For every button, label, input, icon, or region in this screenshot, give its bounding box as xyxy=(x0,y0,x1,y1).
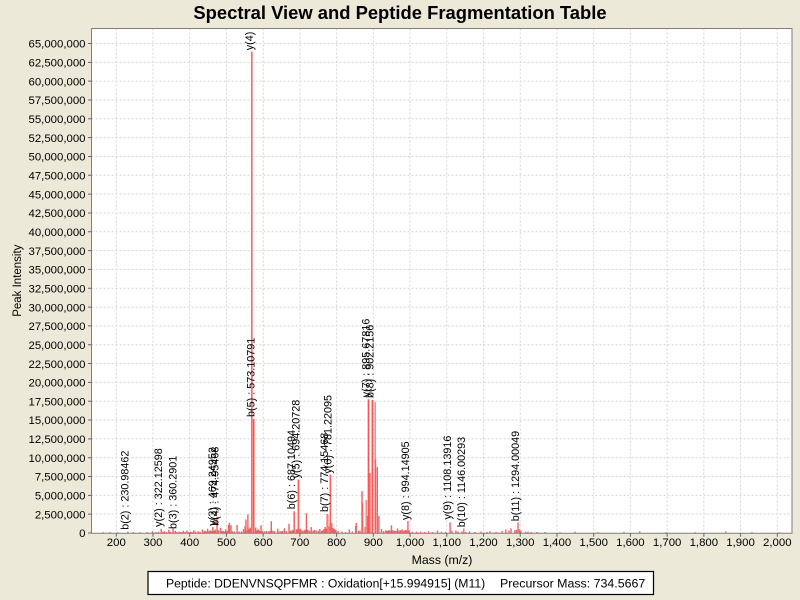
svg-text:Spectral View and Peptide Frag: Spectral View and Peptide Fragmentation … xyxy=(193,2,606,23)
svg-text:10,000,000: 10,000,000 xyxy=(28,453,85,465)
svg-text:25,000,000: 25,000,000 xyxy=(28,340,85,352)
svg-text:27,500,000: 27,500,000 xyxy=(28,321,85,333)
svg-text:b(10) : 1146.00293: b(10) : 1146.00293 xyxy=(456,437,468,527)
svg-text:1,700: 1,700 xyxy=(653,537,682,549)
svg-text:32,500,000: 32,500,000 xyxy=(28,283,85,295)
svg-text:35,000,000: 35,000,000 xyxy=(28,265,85,277)
svg-text:y(8) : 994.14905: y(8) : 994.14905 xyxy=(400,441,412,520)
svg-text:y(6) : 781.22095: y(6) : 781.22095 xyxy=(322,395,334,474)
svg-text:1,100: 1,100 xyxy=(433,537,462,549)
svg-text:700: 700 xyxy=(290,537,309,549)
svg-text:y(7) : 895.67816: y(7) : 895.67816 xyxy=(361,319,373,398)
svg-text:b(3) : 360.2901: b(3) : 360.2901 xyxy=(167,456,179,529)
svg-text:7,500,000: 7,500,000 xyxy=(35,472,86,484)
svg-text:30,000,000: 30,000,000 xyxy=(28,302,85,314)
svg-text:1,900: 1,900 xyxy=(726,537,755,549)
svg-text:200: 200 xyxy=(107,537,126,549)
svg-text:b(6) : 687.10494: b(6) : 687.10494 xyxy=(286,430,298,509)
svg-text:1,200: 1,200 xyxy=(469,537,498,549)
svg-text:42,500,000: 42,500,000 xyxy=(28,208,85,220)
svg-text:1,300: 1,300 xyxy=(506,537,535,549)
svg-text:37,500,000: 37,500,000 xyxy=(28,246,85,258)
svg-text:1,500: 1,500 xyxy=(579,537,608,549)
svg-text:50,000,000: 50,000,000 xyxy=(28,152,85,164)
svg-text:y(9) : 1108.13916: y(9) : 1108.13916 xyxy=(442,436,454,520)
svg-text:62,500,000: 62,500,000 xyxy=(28,58,85,70)
svg-text:b(7) : 774.15468: b(7) : 774.15468 xyxy=(319,433,331,512)
svg-text:1,800: 1,800 xyxy=(690,537,719,549)
svg-text:20,000,000: 20,000,000 xyxy=(28,378,85,390)
svg-text:22,500,000: 22,500,000 xyxy=(28,359,85,371)
svg-text:40,000,000: 40,000,000 xyxy=(28,227,85,239)
svg-text:b(8) : 902.2156: b(8) : 902.2156 xyxy=(364,325,376,398)
svg-text:55,000,000: 55,000,000 xyxy=(28,114,85,126)
svg-text:b(4) : 474.95468: b(4) : 474.95468 xyxy=(209,447,221,526)
svg-text:65,000,000: 65,000,000 xyxy=(28,39,85,51)
svg-text:0: 0 xyxy=(79,528,85,540)
svg-text:Precursor Mass: 734.5667: Precursor Mass: 734.5667 xyxy=(500,576,645,590)
svg-text:b(2) : 230.98462: b(2) : 230.98462 xyxy=(120,451,132,530)
svg-text:600: 600 xyxy=(254,537,273,549)
svg-text:1,000: 1,000 xyxy=(396,537,425,549)
svg-text:5,000,000: 5,000,000 xyxy=(35,491,86,503)
svg-text:1,600: 1,600 xyxy=(616,537,645,549)
svg-text:12,500,000: 12,500,000 xyxy=(28,434,85,446)
svg-text:52,500,000: 52,500,000 xyxy=(28,133,85,145)
svg-text:b(11) : 1294.00049: b(11) : 1294.00049 xyxy=(510,431,522,521)
svg-text:y(3) : 469.24952: y(3) : 469.24952 xyxy=(207,447,219,526)
svg-text:300: 300 xyxy=(144,537,163,549)
svg-text:Peak Intensity: Peak Intensity xyxy=(12,244,24,316)
svg-text:45,000,000: 45,000,000 xyxy=(28,189,85,201)
svg-text:2,500,000: 2,500,000 xyxy=(35,509,86,521)
svg-text:Peptide: DDENVNSQPFMR : Oxidat: Peptide: DDENVNSQPFMR : Oxidation[+15.99… xyxy=(166,576,485,590)
svg-text:y(4) : 566.27252: y(4) : 566.27252 xyxy=(244,0,256,50)
svg-text:500: 500 xyxy=(217,537,236,549)
svg-text:400: 400 xyxy=(180,537,199,549)
svg-text:800: 800 xyxy=(327,537,346,549)
svg-text:1,400: 1,400 xyxy=(543,537,572,549)
svg-text:2,000: 2,000 xyxy=(763,537,792,549)
svg-text:y(5) : 694.20728: y(5) : 694.20728 xyxy=(290,400,302,479)
svg-text:60,000,000: 60,000,000 xyxy=(28,76,85,88)
svg-text:17,500,000: 17,500,000 xyxy=(28,396,85,408)
svg-text:900: 900 xyxy=(364,537,383,549)
svg-text:Mass (m/z): Mass (m/z) xyxy=(412,553,473,567)
svg-text:47,500,000: 47,500,000 xyxy=(28,171,85,183)
svg-text:b(5) : 573.10791: b(5) : 573.10791 xyxy=(246,338,258,417)
svg-text:y(2) : 322.12598: y(2) : 322.12598 xyxy=(153,448,165,527)
svg-text:15,000,000: 15,000,000 xyxy=(28,415,85,427)
svg-text:57,500,000: 57,500,000 xyxy=(28,95,85,107)
